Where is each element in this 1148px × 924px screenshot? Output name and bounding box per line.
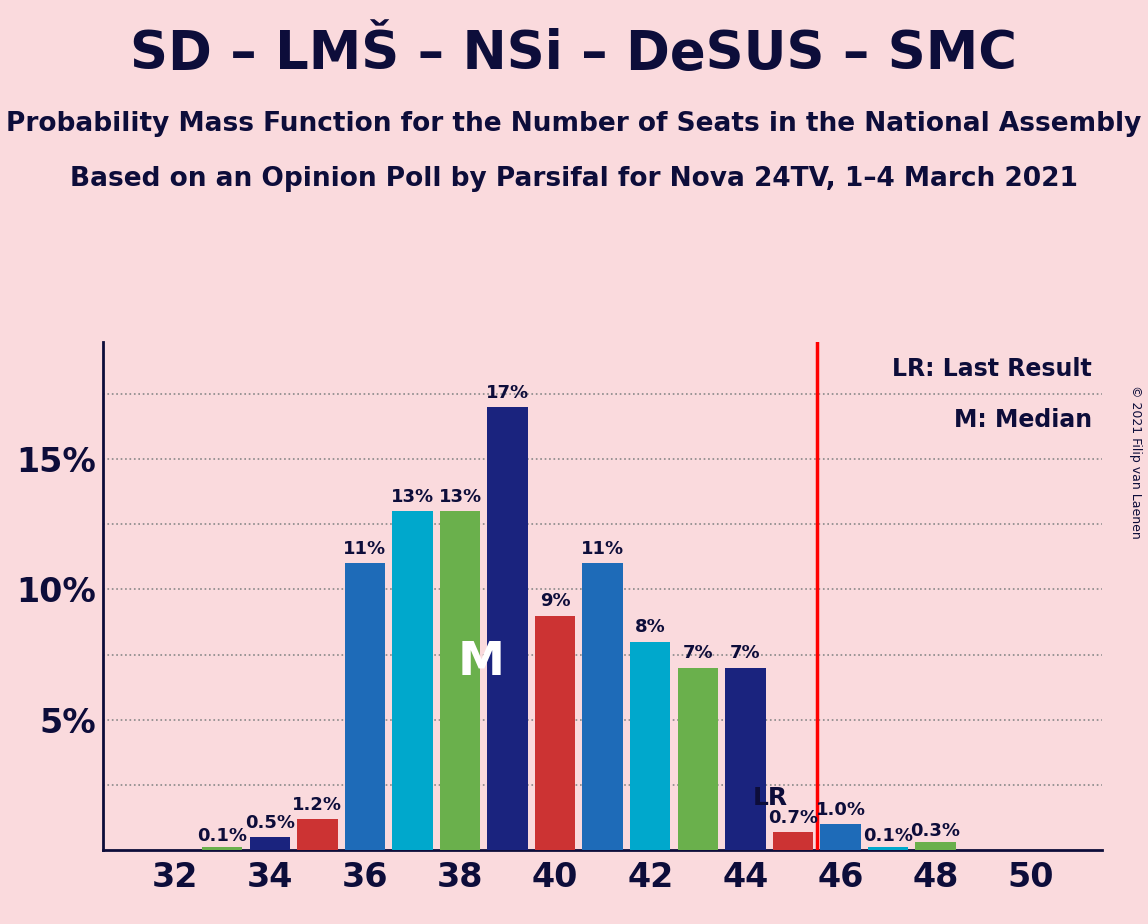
Text: Based on an Opinion Poll by Parsifal for Nova 24TV, 1–4 March 2021: Based on an Opinion Poll by Parsifal for…	[70, 166, 1078, 192]
Text: 0.3%: 0.3%	[910, 822, 961, 840]
Bar	[677, 668, 718, 850]
Text: 17%: 17%	[486, 383, 529, 402]
Bar	[440, 511, 480, 850]
Text: © 2021 Filip van Laenen: © 2021 Filip van Laenen	[1130, 385, 1142, 539]
Text: 0.7%: 0.7%	[768, 808, 817, 827]
Text: 7%: 7%	[730, 644, 761, 663]
Text: 8%: 8%	[635, 618, 666, 637]
Text: SD – LMŠ – NSi – DeSUS – SMC: SD – LMŠ – NSi – DeSUS – SMC	[131, 28, 1017, 79]
Text: 0.5%: 0.5%	[245, 814, 295, 832]
Text: 1.0%: 1.0%	[815, 801, 866, 819]
Bar	[773, 832, 813, 850]
Text: 11%: 11%	[581, 541, 625, 558]
Bar	[868, 847, 908, 850]
Text: 13%: 13%	[391, 488, 434, 506]
Bar	[726, 668, 766, 850]
Text: 9%: 9%	[540, 592, 571, 611]
Text: LR: LR	[753, 786, 789, 810]
Bar	[582, 564, 623, 850]
Text: 13%: 13%	[439, 488, 481, 506]
Text: 1.2%: 1.2%	[293, 796, 342, 814]
Bar	[393, 511, 433, 850]
Bar	[630, 641, 670, 850]
Bar	[535, 615, 575, 850]
Text: 7%: 7%	[683, 644, 713, 663]
Bar	[915, 843, 956, 850]
Bar	[202, 847, 242, 850]
Bar	[488, 407, 528, 850]
Text: 11%: 11%	[343, 541, 387, 558]
Bar	[249, 837, 290, 850]
Text: M: M	[458, 640, 505, 685]
Text: Probability Mass Function for the Number of Seats in the National Assembly: Probability Mass Function for the Number…	[6, 111, 1142, 137]
Text: 0.1%: 0.1%	[863, 827, 913, 845]
Text: 0.1%: 0.1%	[197, 827, 247, 845]
Bar	[297, 819, 338, 850]
Text: LR: Last Result: LR: Last Result	[892, 358, 1092, 381]
Bar	[344, 564, 385, 850]
Text: M: Median: M: Median	[954, 408, 1092, 432]
Bar	[821, 824, 861, 850]
